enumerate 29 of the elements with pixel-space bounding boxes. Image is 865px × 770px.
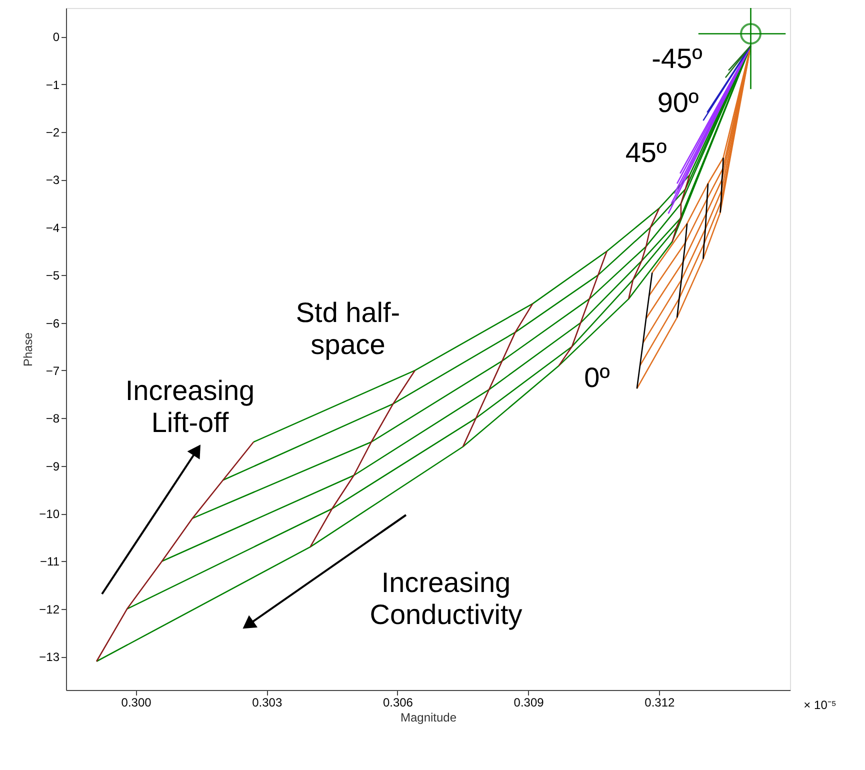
y-tick-label: −9 xyxy=(46,459,60,474)
x-tick-label: 0.300 xyxy=(121,696,152,710)
annotation: Increasing Lift-off xyxy=(125,375,255,438)
y-tick-label: −8 xyxy=(46,412,60,426)
y-tick-label: −4 xyxy=(46,220,60,235)
y-tick-label: −6 xyxy=(46,316,60,330)
annotation: -45º xyxy=(652,43,702,74)
annotation: Std half- space xyxy=(296,297,400,360)
x-tick-label: 0.306 xyxy=(382,696,414,710)
x-tick-label: 0.303 xyxy=(252,696,282,710)
x-tick-label: 0.312 xyxy=(644,696,675,710)
y-tick-label: 0 xyxy=(52,30,60,44)
annotation: 90º xyxy=(657,87,699,118)
text: × 10⁻⁵ xyxy=(804,698,836,712)
y-tick-label: −13 xyxy=(39,650,60,664)
x-tick-label: 0.309 xyxy=(514,696,544,710)
annotation: 45º xyxy=(625,137,667,168)
y-tick-label: −11 xyxy=(40,554,60,569)
y-tick-label: −3 xyxy=(46,173,60,188)
y-tick-label: −10 xyxy=(39,507,60,522)
annotation: Increasing Conductivity xyxy=(370,567,522,630)
y-tick-label: −5 xyxy=(46,268,60,283)
annotation: 0º xyxy=(584,362,610,393)
x-axis-title: Magnitude xyxy=(400,710,457,724)
y-tick-label: −1 xyxy=(46,78,60,92)
y-tick-label: −7 xyxy=(46,364,60,378)
y-tick-label: −12 xyxy=(39,602,60,616)
y-axis-title: Phase xyxy=(21,332,36,367)
y-tick-label: −2 xyxy=(46,126,60,140)
